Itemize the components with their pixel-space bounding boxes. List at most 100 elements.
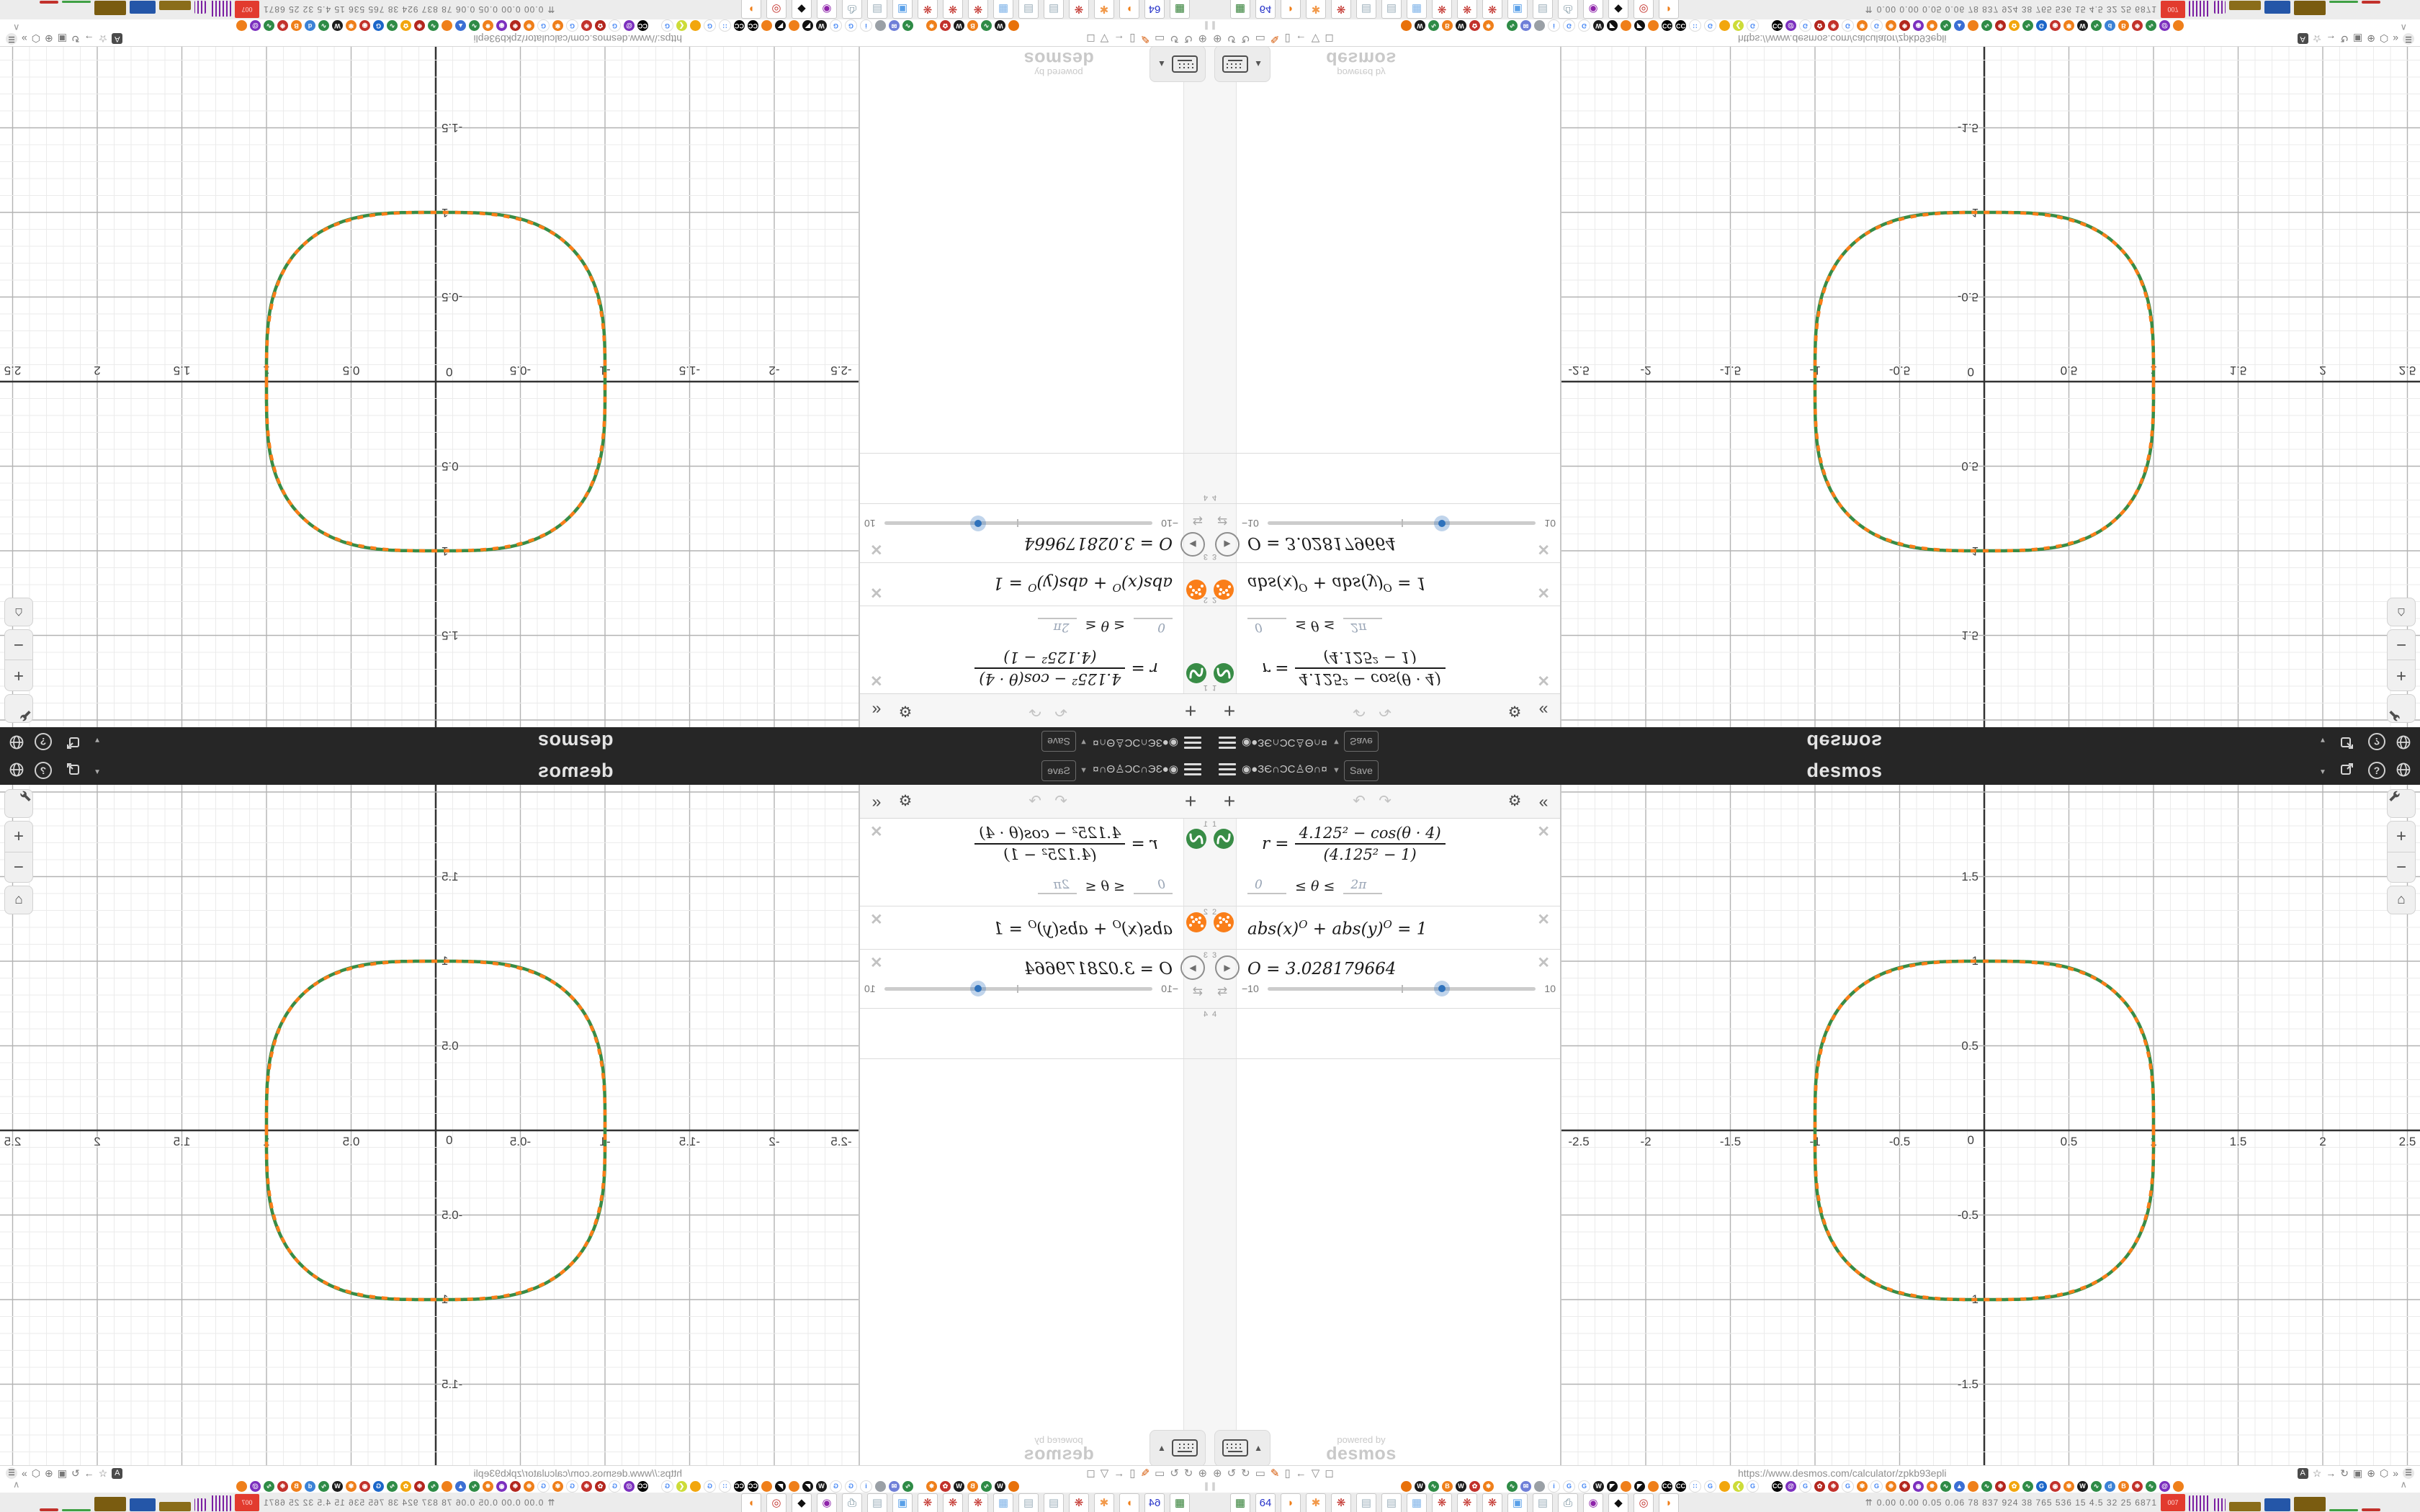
- bookmark-favicon[interactable]: W: [2077, 1481, 2088, 1492]
- bookmark-favicon[interactable]: CC: [1772, 1481, 1783, 1492]
- bookmark-favicon[interactable]: ∿: [318, 1481, 329, 1492]
- bookmark-favicon[interactable]: ✸: [926, 1481, 937, 1492]
- bookmark-favicon[interactable]: d: [2105, 1481, 2115, 1492]
- collapse-panel-icon[interactable]: «: [871, 792, 882, 811]
- undo-icon[interactable]: ↶: [1054, 703, 1067, 719]
- translate-icon[interactable]: A: [2297, 33, 2308, 45]
- bookmark-favicon[interactable]: ❉: [1995, 1481, 2006, 1492]
- history-icon[interactable]: ↺: [1183, 32, 1193, 45]
- taskbar-app-icon[interactable]: ▤: [1044, 0, 1064, 19]
- save-button[interactable]: Save: [1344, 731, 1379, 752]
- bookmark-favicon[interactable]: G: [1563, 1480, 1575, 1493]
- arrow-right-icon[interactable]: →: [2326, 33, 2336, 45]
- bookmark-favicon[interactable]: W: [1415, 1481, 1425, 1492]
- taskbar-app-icon[interactable]: ❋: [1482, 0, 1502, 19]
- bookmark-favicon[interactable]: W: [995, 20, 1005, 31]
- taskbar-app-icon[interactable]: ◆: [1608, 1493, 1628, 1512]
- zoom-controls[interactable]: + −: [2387, 629, 2416, 691]
- taskbar-app-icon[interactable]: ◗: [1281, 1493, 1301, 1512]
- domain-max-field[interactable]: 2π: [1037, 618, 1077, 634]
- bookmark-favicon[interactable]: ❉: [1886, 1481, 1896, 1492]
- domain-restriction[interactable]: 0 ≤ θ ≤ 2π: [1037, 618, 1173, 634]
- bookmark-favicon[interactable]: ▲: [1954, 1481, 1965, 1492]
- dotted-curve-icon[interactable]: [1186, 912, 1206, 932]
- bookmark-favicon[interactable]: ∿: [387, 20, 398, 31]
- undo-icon[interactable]: ↶: [1353, 703, 1366, 719]
- bookmark-favicon[interactable]: ◤: [1634, 1481, 1645, 1492]
- taskbar-app-icon[interactable]: ❋: [918, 1493, 938, 1512]
- bookmark-favicon[interactable]: G: [1799, 19, 1811, 32]
- extension-icon[interactable]: ⬡: [2379, 33, 2389, 45]
- chevron-up-icon[interactable]: ▲: [1254, 1443, 1263, 1453]
- slider-handle[interactable]: [1434, 516, 1451, 531]
- translate-icon[interactable]: A: [2297, 1467, 2308, 1479]
- home-button[interactable]: ⌂: [4, 598, 33, 626]
- bookmark-favicon[interactable]: [442, 20, 452, 31]
- taskbar-app-icon[interactable]: ◗: [1659, 1493, 1679, 1512]
- bookmark-favicon[interactable]: CC: [637, 1481, 648, 1492]
- slider-play-icon[interactable]: ▶: [1215, 955, 1240, 980]
- graph-paper[interactable]: -2.5 -2 -1.5 -1 -0.5 0.5 1 1.5 2 2.5 1.5 1 0.5 -0.5 -1…: [0, 47, 859, 727]
- bookmark-favicon[interactable]: ◤: [775, 1481, 786, 1492]
- expression-row-1[interactable]: 1 r = 4.125² − cos(θ · 4) (4.125² − 1) 0…: [1210, 819, 1560, 906]
- taskbar-app-icon[interactable]: ▦: [1170, 0, 1190, 19]
- bookmark-favicon[interactable]: ❉: [581, 20, 592, 31]
- expression-row-4-empty[interactable]: 4: [1210, 1009, 1560, 1059]
- bookmark-favicon[interactable]: CC: [1675, 1481, 1686, 1492]
- bookmark-favicon[interactable]: B: [967, 20, 978, 31]
- bookmark-favicon[interactable]: [916, 1481, 923, 1492]
- expression-row-2[interactable]: 2 abs(x)O + abs(y)O = 1 ✕: [1210, 906, 1560, 950]
- menu-icon[interactable]: ☰: [2403, 33, 2414, 45]
- slider-track[interactable]: [884, 981, 1152, 996]
- bookmark-favicon[interactable]: G: [1870, 19, 1883, 32]
- add-expression-button[interactable]: +: [1184, 700, 1197, 722]
- globe-icon[interactable]: ⊕: [1213, 32, 1222, 45]
- domain-restriction[interactable]: 0 ≤ θ ≤ 2π: [1037, 878, 1173, 894]
- bookmark-favicon[interactable]: ❉: [1828, 20, 1839, 31]
- slider-min-label[interactable]: −10: [1242, 983, 1259, 994]
- bookmark-favicon[interactable]: [1534, 20, 1545, 31]
- panel-graph-divider[interactable]: [859, 47, 860, 727]
- taskbar-row[interactable]: ▦ 64 ◗ ✱ ❋ ▤ ▤ ▦ ❋ ❋ ❋ ▣ ▤ ⎙ ◉ ◆ ◎ ◗ ⇈ 0.00 0.00 0.05 0.0…: [0, 1493, 1210, 1512]
- reload-icon[interactable]: ↻: [2340, 33, 2349, 45]
- taskbar-app-icon[interactable]: ▦: [1230, 0, 1250, 19]
- menu-icon[interactable]: ☰: [2403, 1467, 2414, 1479]
- title-caret-icon[interactable]: ▼: [1080, 766, 1088, 775]
- taskbar-row[interactable]: ▦ 64 ◗ ✱ ❋ ▤ ▤ ▦ ❋ ❋ ❋ ▣ ▤ ⎙ ◉ ◆ ◎ ◗ ⇈ 0.00 0.00 0.05 0.0…: [1210, 0, 2420, 19]
- bookmark-favicon[interactable]: G: [830, 1480, 842, 1493]
- bookmark-favicon[interactable]: i: [1548, 1480, 1560, 1493]
- refresh-icon[interactable]: ↻: [1170, 1467, 1179, 1480]
- bookmark-favicon[interactable]: [916, 20, 923, 31]
- history-icon[interactable]: ↺: [1227, 1467, 1237, 1480]
- bookmark-favicon[interactable]: B: [967, 1481, 978, 1492]
- bookmark-favicon[interactable]: CC: [1772, 20, 1783, 31]
- bookmark-favicon[interactable]: ∿: [1507, 1481, 1518, 1492]
- slider-play-icon[interactable]: ▶: [1180, 955, 1205, 980]
- trash-icon[interactable]: ▯: [1284, 32, 1291, 45]
- bookmark-favicon[interactable]: @: [1785, 20, 1796, 31]
- expression-row-3[interactable]: 3 ▶ ⇄ O = 3.028179664 ✕ −10 10: [860, 950, 1210, 1009]
- undo-icon[interactable]: ↶: [1054, 793, 1067, 809]
- close-icon[interactable]: ✕: [870, 824, 883, 840]
- graph-settings-wrench-icon[interactable]: [2387, 789, 2416, 818]
- bookmark-favicon[interactable]: [1534, 1481, 1545, 1492]
- close-icon[interactable]: ✕: [1537, 912, 1550, 928]
- bookmark-favicon[interactable]: G: [704, 1480, 716, 1493]
- bookmark-favicon[interactable]: CC: [734, 1481, 745, 1492]
- globe-icon[interactable]: [7, 732, 26, 750]
- share-icon[interactable]: [2338, 762, 2357, 780]
- bookmark-favicon[interactable]: G: [830, 19, 842, 32]
- bookmark-favicon[interactable]: ◉: [2050, 20, 2061, 31]
- taskbar-app-icon[interactable]: ❋: [1331, 1493, 1351, 1512]
- reload-icon[interactable]: ↻: [2340, 1467, 2349, 1479]
- bookmark-favicon[interactable]: ✾: [552, 20, 563, 31]
- redo-icon[interactable]: ↷: [1379, 793, 1392, 809]
- collapse-chevron-icon[interactable]: ∧: [2400, 22, 2407, 33]
- help-icon[interactable]: ?: [2368, 733, 2385, 750]
- bookmark-favicon[interactable]: G: [1870, 1480, 1883, 1493]
- close-icon[interactable]: ✕: [1537, 541, 1550, 557]
- reload-icon[interactable]: ↻: [71, 33, 80, 45]
- zoom-out-button[interactable]: −: [2396, 858, 2406, 877]
- bookmark-favicon[interactable]: ❉: [524, 20, 534, 31]
- bookmark-favicon[interactable]: ✿: [595, 1481, 606, 1492]
